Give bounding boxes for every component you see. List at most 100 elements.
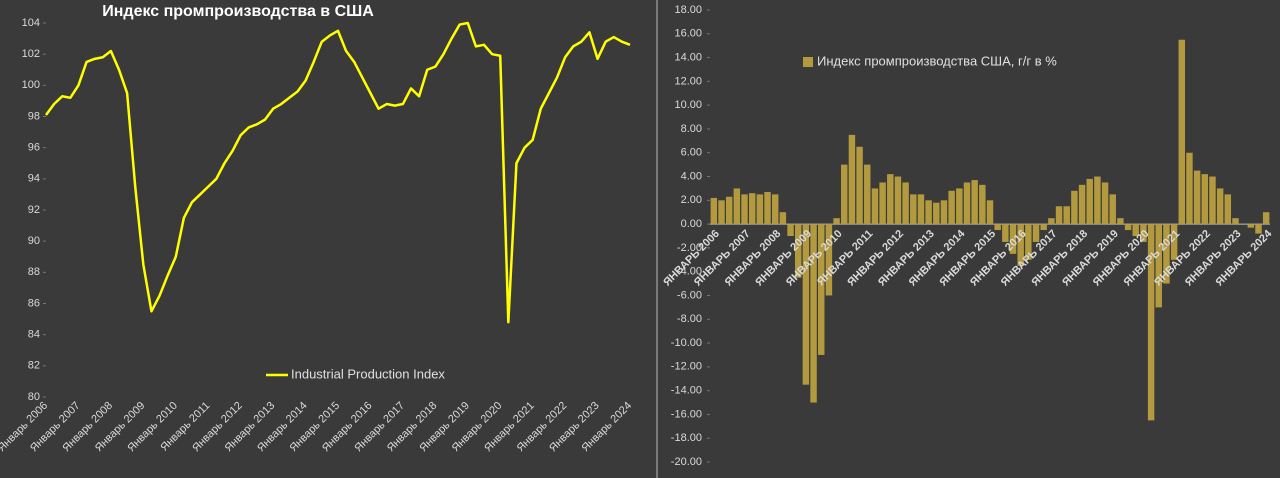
y-tick-label: -14.00	[671, 385, 702, 397]
bar	[1071, 190, 1078, 225]
bar	[725, 196, 733, 225]
y-tick-label: 86	[28, 297, 40, 309]
bar	[1140, 224, 1147, 242]
data-line	[44, 21, 631, 324]
bar	[741, 194, 748, 225]
y-tick-label: 12.00	[674, 75, 702, 87]
y-tick-label: 104	[22, 17, 40, 29]
chart-title: Индекс промпроизводства в США	[102, 3, 374, 20]
y-tick-label: -6.00	[677, 289, 702, 301]
bar	[1201, 174, 1209, 225]
bar	[871, 188, 879, 225]
y-tick-label: -4.00	[677, 266, 702, 278]
bar	[1086, 178, 1093, 225]
bar	[1178, 39, 1186, 225]
y-tick-label: 18.00	[674, 4, 702, 16]
y-tick-label: 84	[28, 329, 40, 341]
bar	[933, 202, 940, 225]
bar	[825, 224, 833, 296]
y-tick-label: 94	[28, 173, 40, 185]
bar	[979, 184, 986, 225]
y-tick-label: -8.00	[677, 313, 702, 325]
bar	[948, 190, 955, 225]
y-tick-label: -20.00	[671, 456, 702, 468]
bar	[956, 188, 963, 225]
bar	[1055, 206, 1063, 225]
bar	[756, 194, 764, 225]
bar	[1216, 188, 1224, 225]
bar	[1255, 224, 1262, 234]
bar	[733, 188, 741, 225]
legend-label: Industrial Production Index	[291, 366, 445, 381]
y-tick-label: 100	[22, 79, 40, 91]
bar	[1009, 224, 1017, 254]
y-tick-label: -18.00	[671, 432, 702, 444]
bar	[818, 224, 825, 355]
y-tick-label: -16.00	[671, 408, 702, 420]
y-tick-label: 102	[22, 48, 40, 60]
bar	[710, 197, 718, 225]
bar	[1132, 224, 1139, 236]
bar	[856, 146, 863, 225]
bar	[887, 174, 894, 225]
bar	[902, 182, 909, 225]
y-tick-label: 90	[28, 235, 40, 247]
bar	[1094, 176, 1101, 225]
bar	[1155, 224, 1162, 308]
bar	[1101, 182, 1109, 225]
y-tick-label: 92	[28, 204, 40, 216]
y-tick-label: 80	[28, 391, 40, 403]
bar	[779, 212, 787, 225]
bar	[1163, 224, 1170, 284]
y-tick-label: 98	[28, 110, 40, 122]
y-tick-label: 14.00	[674, 51, 702, 63]
bar	[963, 182, 971, 225]
bar	[833, 218, 840, 225]
bar	[879, 182, 886, 225]
y-tick-label: 0.00	[681, 218, 702, 230]
bar	[1147, 224, 1155, 421]
y-tick-label: 88	[28, 266, 40, 278]
bar	[894, 176, 902, 225]
y-tick-label: 4.00	[681, 170, 702, 182]
bar	[1078, 184, 1086, 225]
bar	[848, 134, 856, 225]
bar	[1186, 152, 1193, 225]
bar	[841, 164, 848, 225]
bar	[917, 194, 925, 225]
y-tick-label: 82	[28, 360, 40, 372]
bar	[1109, 194, 1116, 225]
bar	[1224, 194, 1232, 225]
bar	[1025, 224, 1032, 260]
y-tick-label: 6.00	[681, 147, 702, 159]
bar	[864, 164, 871, 225]
y-tick-label: -2.00	[677, 242, 702, 254]
bar	[971, 180, 978, 225]
y-tick-label: 96	[28, 142, 40, 154]
y-tick-label: 16.00	[674, 28, 702, 40]
bar	[764, 191, 771, 225]
bar	[1063, 206, 1070, 225]
bar	[1017, 224, 1024, 266]
y-tick-label: -10.00	[671, 337, 702, 349]
bar	[994, 224, 1001, 231]
bar	[1262, 212, 1270, 225]
bar	[810, 224, 817, 403]
bar	[771, 194, 779, 225]
bar	[1040, 224, 1047, 231]
bar	[787, 224, 794, 236]
bar	[940, 200, 948, 225]
y-tick-label: -12.00	[671, 361, 702, 373]
bar	[1170, 224, 1178, 260]
bar	[1048, 218, 1055, 225]
bar	[1117, 218, 1124, 225]
bar	[910, 194, 917, 225]
bar	[1124, 224, 1132, 231]
legend-swatch	[803, 57, 813, 67]
y-tick-label: 10.00	[674, 99, 702, 111]
bar	[1232, 218, 1239, 225]
legend-label: Индекс промпроизводства США, г/г в %	[817, 53, 1057, 68]
bar	[1193, 170, 1201, 225]
bar	[718, 200, 725, 225]
